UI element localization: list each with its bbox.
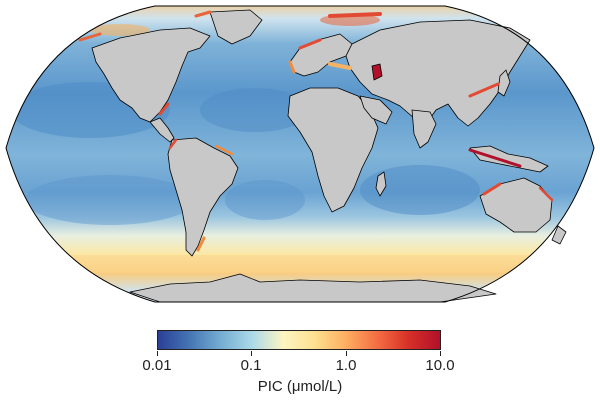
australia <box>479 177 553 233</box>
colorbar-tick-label: 0.1 <box>240 357 262 374</box>
map-border <box>5 5 595 303</box>
colorbar <box>157 330 441 350</box>
africa <box>287 87 379 213</box>
colorbar-tick-label: 0.01 <box>142 357 172 374</box>
south-america <box>167 137 239 257</box>
central-america <box>149 117 175 143</box>
colorbar-tick <box>157 351 158 356</box>
coastal-highlights <box>78 10 554 252</box>
japan <box>497 69 511 97</box>
map-svg <box>5 5 595 303</box>
north-america <box>91 27 211 123</box>
colorbar-tick <box>346 351 347 356</box>
colorbar-tick-label: 10.0 <box>425 357 455 374</box>
india <box>411 109 437 149</box>
greenland <box>209 9 263 45</box>
colorbar-tick <box>251 351 252 356</box>
colorbar-tick <box>440 351 441 356</box>
madagascar <box>375 171 387 197</box>
new-zealand <box>551 225 567 245</box>
colorbar-label: PIC (μmol/L) <box>257 378 343 395</box>
world-map <box>5 5 595 303</box>
arabia <box>359 95 393 125</box>
land-layer <box>91 9 567 303</box>
se-asia-islands <box>469 145 549 173</box>
colorbar-tick-label: 1.0 <box>335 357 357 374</box>
